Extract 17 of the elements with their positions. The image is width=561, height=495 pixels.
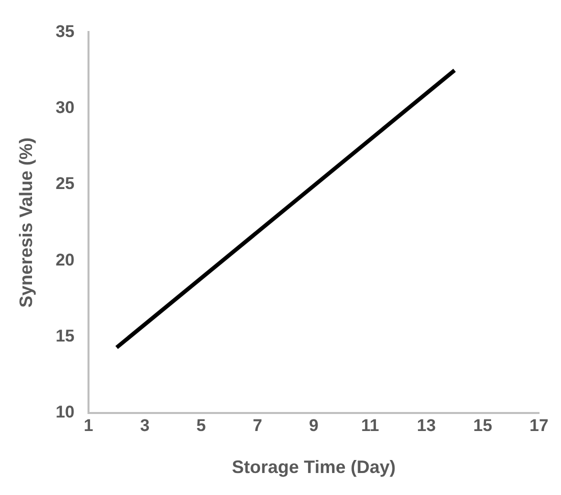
x-tick-label: 1 (84, 416, 94, 435)
x-tick-label: 3 (140, 416, 150, 435)
y-tick-label: 25 (56, 174, 75, 194)
y-tick-label: 35 (56, 22, 75, 41)
y-tick-label: 10 (56, 402, 75, 422)
x-tick-label: 5 (196, 416, 206, 435)
y-tick-label: 15 (56, 326, 75, 346)
x-tick-label: 9 (309, 416, 318, 435)
x-tick-label: 15 (473, 416, 492, 435)
y-axis-title: Syneresis Value (%) (16, 138, 36, 308)
x-tick-label: 13 (416, 416, 436, 435)
x-tick-label: 17 (530, 416, 548, 435)
x-axis-title: Storage Time (Day) (232, 457, 396, 478)
x-tick-label: 7 (252, 416, 262, 435)
x-tick-label: 11 (361, 416, 380, 435)
y-tick-label: 20 (56, 250, 75, 270)
y-tick-label: 30 (56, 98, 75, 118)
